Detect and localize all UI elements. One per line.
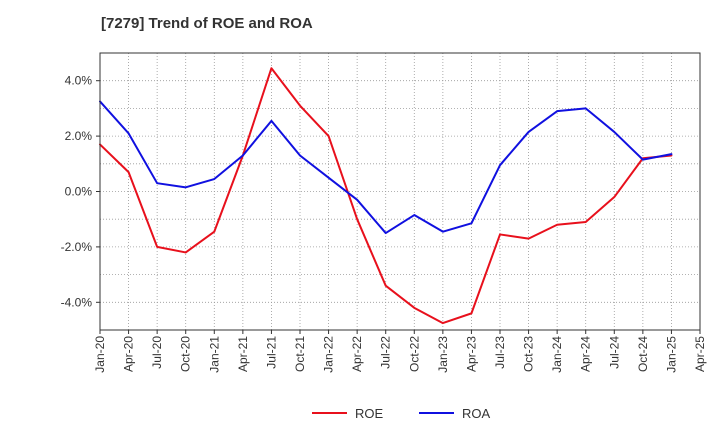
x-axis: Jan-20 Apr-20 Jul-20 Oct-20 Jan-21 Apr-21 Jul-… <box>93 330 707 373</box>
x-tick-label: Jan-24 <box>550 336 564 373</box>
y-tick-label: 0.0% <box>65 185 93 199</box>
x-tick-label: Jul-24 <box>607 336 621 369</box>
x-tick-label: Oct-20 <box>179 336 193 372</box>
x-tick-label: Apr-25 <box>693 336 707 372</box>
legend: ROE ROA <box>312 406 491 421</box>
y-tick-label: 4.0% <box>65 74 93 88</box>
x-tick-label: Oct-24 <box>636 336 650 372</box>
x-tick-label: Apr-24 <box>579 336 593 372</box>
x-tick-label: Apr-23 <box>464 336 478 372</box>
x-tick-label: Oct-21 <box>293 336 307 372</box>
x-tick-label: Jan-21 <box>207 336 221 373</box>
legend-label-roe: ROE <box>355 406 384 421</box>
plot-border <box>99 52 701 331</box>
x-tick-label: Apr-20 <box>122 336 136 372</box>
x-tick-label: Jan-22 <box>322 336 336 373</box>
x-tick-label: Oct-22 <box>407 336 421 372</box>
x-tick-label: Apr-21 <box>236 336 250 372</box>
x-tick-label: Jan-20 <box>93 336 107 373</box>
legend-label-roa: ROA <box>462 406 491 421</box>
x-tick-label: Jul-20 <box>150 336 164 369</box>
x-tick-label: Oct-23 <box>522 336 536 372</box>
chart-title: [7279] Trend of ROE and ROA <box>101 15 313 32</box>
x-tick-label: Jul-23 <box>493 336 507 369</box>
x-tick-label: Jan-23 <box>436 336 450 373</box>
x-tick-label: Jan-25 <box>664 336 678 373</box>
x-tick-label: Jul-22 <box>379 336 393 369</box>
y-tick-label: -2.0% <box>61 240 93 254</box>
x-tick-label: Jul-21 <box>264 336 278 369</box>
y-tick-label: -4.0% <box>61 295 93 309</box>
x-tick-label: Apr-22 <box>350 336 364 372</box>
y-axis: 4.0% 2.0% 0.0% -2.0% -4.0% <box>61 74 100 309</box>
y-tick-label: 2.0% <box>65 129 93 143</box>
